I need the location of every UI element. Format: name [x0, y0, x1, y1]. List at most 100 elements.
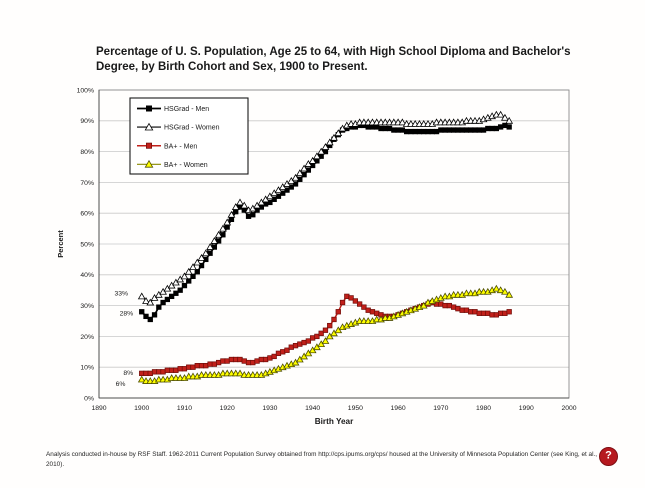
- ba-men-marker: [352, 298, 359, 304]
- x-tick-label: 1910: [177, 405, 192, 412]
- ba-men-marker: [455, 306, 461, 312]
- x-tick-label: 1990: [519, 405, 534, 412]
- ba-women-marker: [496, 286, 505, 294]
- legend-item: BA+ - Women: [137, 159, 208, 169]
- ba-women-marker: [236, 369, 244, 377]
- ba-men-marker: [284, 347, 290, 353]
- hsgrad-women-marker: [197, 253, 206, 261]
- ba-men-marker: [309, 335, 316, 341]
- ba-men-marker: [151, 369, 158, 375]
- hsgrad-women-marker: [300, 164, 308, 172]
- hsgrad-men-marker: [275, 193, 282, 199]
- hsgrad-men-marker: [190, 273, 196, 279]
- hsgrad-men-marker: [391, 127, 397, 133]
- hsgrad-men-marker: [472, 127, 478, 133]
- ba-men-marker: [181, 366, 188, 372]
- hsgrad-men-marker: [382, 125, 388, 132]
- ba-men-marker: [271, 353, 277, 360]
- hsgrad-women-marker: [313, 152, 321, 160]
- ba-men-marker: [207, 361, 213, 367]
- ba-men-marker: [369, 309, 376, 315]
- hsgrad-women-marker: [334, 129, 343, 137]
- ba-men-marker: [506, 309, 512, 315]
- ba-men-marker: [344, 293, 350, 300]
- ba-men-marker: [297, 341, 303, 347]
- ba-men-marker: [339, 299, 346, 306]
- hsgrad-men-marker: [412, 128, 418, 135]
- ba-men-marker: [361, 304, 367, 310]
- hsgrad-men-marker: [403, 128, 410, 135]
- hsgrad-women-marker: [317, 147, 326, 155]
- source-footnote: Analysis conducted in-house by RSF Staff…: [46, 451, 598, 469]
- help-button[interactable]: ?: [599, 447, 618, 466]
- ba-men-marker: [198, 363, 205, 369]
- y-tick-label: 80%: [80, 149, 94, 156]
- hsgrad-men-marker: [292, 181, 299, 187]
- hsgrad-women-marker: [214, 230, 223, 238]
- legend-item: HSGrad - Men: [137, 105, 209, 113]
- hsgrad-women-marker: [137, 292, 146, 300]
- ba-women-marker: [501, 287, 509, 295]
- ba-men-marker: [331, 316, 337, 323]
- hsgrad-men-marker: [502, 122, 508, 129]
- ba-men-marker: [292, 342, 299, 349]
- ba-men-marker: [502, 310, 508, 316]
- y-tick-label: 0%: [84, 395, 94, 402]
- y-tick-label: 70%: [80, 180, 94, 187]
- ba-men-marker: [233, 356, 239, 363]
- ba-men-marker: [468, 309, 474, 315]
- ba-men-marker: [301, 339, 307, 346]
- annotation-label: 8%: [123, 370, 133, 377]
- question-mark-icon: ?: [605, 449, 612, 462]
- hsgrad-men-marker: [173, 290, 179, 296]
- ba-men-marker: [241, 358, 247, 364]
- hsgrad-men-marker: [177, 287, 183, 293]
- y-tick-label: 10%: [80, 365, 94, 372]
- hsgrad-women-marker: [501, 113, 509, 121]
- hsgrad-men-marker: [485, 125, 491, 132]
- legend: HSGrad - Men HSGrad - Women BA+ - Men BA+ -…: [129, 97, 249, 175]
- legend-item-label: BA+ - Women: [164, 162, 208, 169]
- ba-women-marker: [492, 284, 501, 292]
- hsgrad-men-marker: [267, 199, 273, 206]
- hsgrad-women-marker: [193, 258, 202, 266]
- ba-men-marker: [190, 364, 196, 370]
- ba-men-marker: [245, 359, 252, 366]
- ba-men-marker: [211, 361, 218, 367]
- ba-men-marker: [318, 330, 324, 336]
- ba-men-marker: [146, 142, 152, 149]
- series-hsgrad-men-markers: [139, 122, 512, 323]
- x-tick-label: 1980: [476, 405, 491, 412]
- ba-men-marker: [463, 307, 470, 313]
- ba-men-marker: [374, 310, 380, 316]
- hsgrad-women-marker: [291, 173, 300, 181]
- ba-men-marker: [147, 370, 153, 377]
- hsgrad-men-marker: [446, 127, 453, 133]
- ba-men-marker: [459, 307, 465, 313]
- ba-men-marker: [442, 302, 448, 309]
- x-tick-label: 1930: [262, 405, 277, 412]
- ba-men-marker: [314, 333, 320, 340]
- hsgrad-men-marker: [168, 293, 175, 300]
- hsgrad-men-marker: [429, 128, 435, 135]
- ba-men-marker: [305, 338, 312, 344]
- hsgrad-men-marker: [181, 282, 188, 289]
- hsgrad-men-marker: [194, 269, 200, 275]
- hsgrad-men-marker: [369, 124, 376, 130]
- x-tick-label: 2000: [561, 405, 576, 412]
- x-axis-title: Birth Year: [315, 417, 354, 426]
- ba-men-marker: [215, 359, 222, 366]
- ba-men-marker: [485, 310, 491, 316]
- annotation-label: 33%: [114, 291, 128, 298]
- hsgrad-women-marker: [144, 122, 154, 131]
- hsgrad-men-marker: [151, 312, 158, 318]
- ba-men-marker: [194, 363, 200, 369]
- y-axis-title: Percent: [56, 230, 65, 258]
- hsgrad-men-marker: [160, 299, 166, 306]
- y-tick-label: 90%: [80, 118, 94, 125]
- hsgrad-men-marker: [399, 127, 406, 133]
- hsgrad-women-marker: [236, 198, 244, 206]
- ba-men-marker: [365, 307, 371, 313]
- hsgrad-men-marker: [480, 127, 487, 133]
